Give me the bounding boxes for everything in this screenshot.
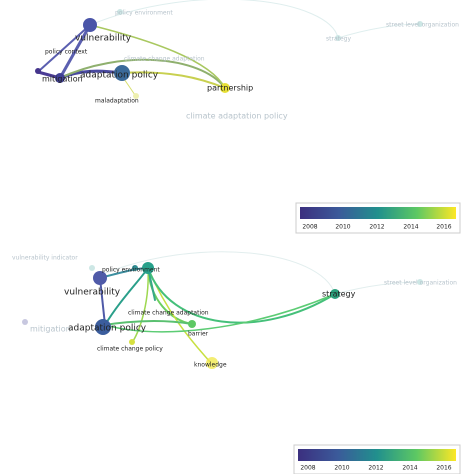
node	[55, 73, 65, 83]
node	[188, 320, 196, 328]
node-label: partnership	[207, 84, 253, 93]
node-label: street level organization	[386, 22, 459, 29]
node	[220, 83, 230, 93]
node	[417, 21, 423, 27]
node-label: mitigation	[42, 75, 83, 84]
colorbar-tick: 2008	[300, 465, 315, 472]
node	[417, 279, 423, 285]
colorbar-tick: 2016	[436, 465, 451, 472]
colorbar-tick: 2014	[402, 465, 417, 472]
node-label: strategy	[322, 290, 356, 299]
colorbar-tick: 2016	[436, 224, 451, 231]
node-label: vulnerability	[64, 288, 121, 298]
node-label: mitigation	[30, 325, 71, 334]
node	[335, 35, 341, 41]
node-label: adaptation policy	[80, 71, 159, 81]
node	[93, 271, 107, 285]
node-label: climate change policy	[97, 346, 163, 353]
node	[117, 9, 123, 15]
node	[132, 265, 138, 271]
colorbar-tick: 2014	[403, 224, 418, 231]
node-label: climate change adaptation	[128, 310, 209, 317]
node	[35, 68, 41, 74]
node	[83, 18, 97, 32]
node	[142, 262, 154, 274]
node-label: adaptation policy	[68, 324, 147, 334]
node-label: strategy	[326, 36, 351, 43]
node-label: climate change adaptation	[124, 56, 205, 63]
node	[114, 65, 130, 81]
colorbar-tick: 2010	[335, 224, 350, 231]
colorbar-tick: 2012	[368, 465, 383, 472]
node	[95, 319, 111, 335]
node-label: policy environment	[115, 10, 173, 17]
colorbar-tick: 2012	[369, 224, 384, 231]
node-label: street level organization	[384, 280, 457, 287]
panel-2: vulnerability indicator policy environme…	[12, 251, 461, 474]
node-label: barrier	[188, 331, 209, 338]
node-label: policy environment	[102, 267, 160, 274]
node-label: vulnerability	[75, 34, 132, 44]
panel-1: policy environment vulnerability policy …	[35, 0, 461, 234]
node-label: knowledge	[194, 362, 227, 369]
node-label: maladaptation	[95, 98, 139, 105]
node	[22, 319, 28, 325]
colorbar-tick: 2008	[302, 224, 317, 231]
node-label: policy context	[45, 49, 88, 56]
node	[89, 265, 95, 271]
edges	[36, 0, 421, 96]
node	[133, 93, 139, 99]
node	[206, 357, 218, 369]
colorbar-tick: 2010	[334, 465, 349, 472]
colorbar	[300, 207, 456, 219]
node	[129, 339, 135, 345]
node-label: climate adaptation policy	[186, 112, 288, 121]
node	[330, 289, 340, 299]
node-label: vulnerability indicator	[12, 255, 78, 262]
colorbar	[298, 449, 456, 461]
